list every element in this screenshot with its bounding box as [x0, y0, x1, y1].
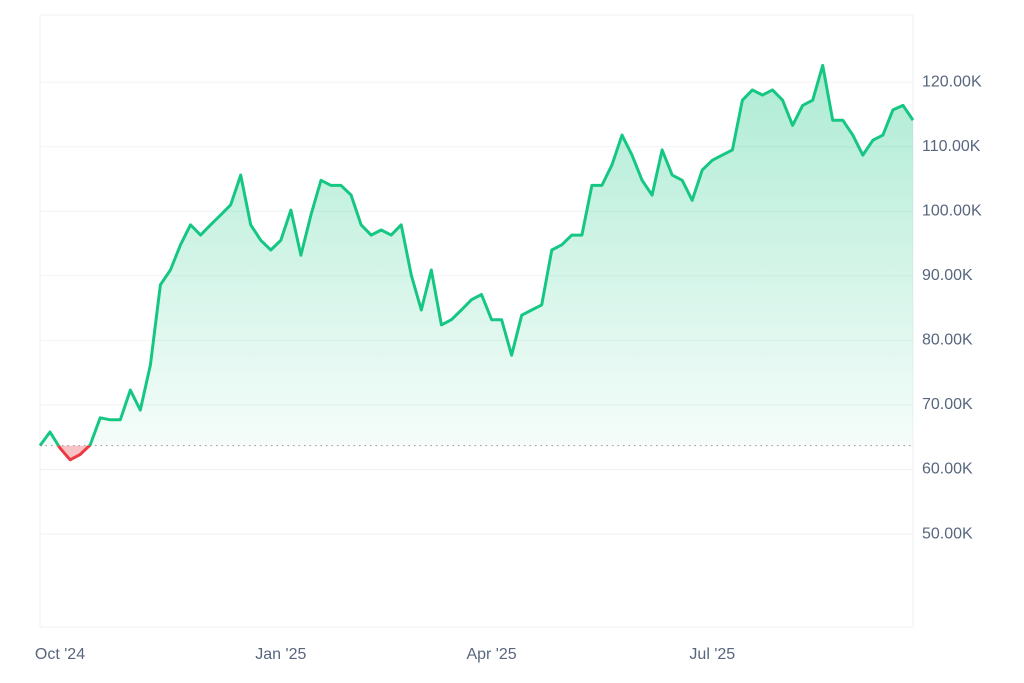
y-tick-label: 80.00K	[922, 332, 973, 349]
y-tick-label: 100.00K	[922, 202, 982, 219]
area-above	[40, 65, 913, 446]
y-tick-label: 110.00K	[922, 138, 981, 155]
x-tick-label: Jan '25	[255, 646, 306, 663]
y-tick-label: 50.00K	[922, 525, 973, 542]
x-tick-label: Oct '24	[35, 646, 85, 663]
y-tick-label: 70.00K	[922, 396, 973, 413]
price-line	[38, 63, 915, 446]
x-tick-label: Jul '25	[689, 646, 735, 663]
x-tick-label: Apr '25	[466, 646, 516, 663]
y-tick-label: 120.00K	[922, 73, 982, 90]
y-tick-label: 60.00K	[922, 461, 973, 478]
y-tick-label: 90.00K	[922, 267, 973, 284]
